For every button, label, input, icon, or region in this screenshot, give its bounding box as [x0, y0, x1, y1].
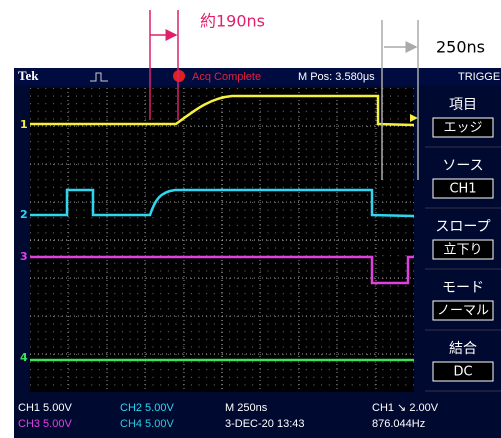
readout: CH3 5.00V	[18, 418, 72, 430]
acquisition-status: Acq Complete	[192, 71, 261, 83]
status-dot	[173, 70, 185, 82]
menu-label: スロープ	[435, 219, 490, 235]
menu-value: 立下り	[443, 243, 482, 258]
menu-value: エッジ	[443, 121, 482, 136]
menu-value: DC	[453, 365, 472, 380]
menu-title: TRIGGER	[458, 71, 501, 83]
screenshot: 1 2 3 4 Tek Acq Complete M Pos: 3.580μs …	[0, 0, 501, 438]
readout: CH2 5.00V	[120, 402, 174, 414]
readout: 3-DEC-20 13:43	[225, 418, 305, 430]
menu-label: 項目	[449, 97, 477, 113]
channel-marker: 2	[20, 208, 28, 221]
readout: CH1 ↘ 2.00V	[372, 402, 439, 414]
delay-label: 約190ns	[200, 12, 265, 31]
readout: CH1 5.00V	[18, 402, 72, 414]
period-label: 250ns	[436, 38, 485, 57]
menu-value: CH1	[449, 182, 476, 197]
brand: Tek	[18, 68, 39, 83]
menu-label: 結合	[449, 341, 477, 357]
menu-label: モード	[442, 280, 484, 296]
channel-marker: 4	[20, 351, 28, 364]
menu-value: ノーマル	[437, 304, 489, 319]
readout: M 250ns	[225, 402, 268, 414]
position: M Pos: 3.580μs	[298, 71, 375, 83]
menu-label: ソース	[442, 158, 483, 174]
readout: CH4 5.00V	[120, 418, 174, 430]
readout: 876.044Hz	[372, 418, 425, 430]
channel-marker: 3	[20, 250, 28, 263]
channel-marker: 1	[20, 118, 28, 131]
